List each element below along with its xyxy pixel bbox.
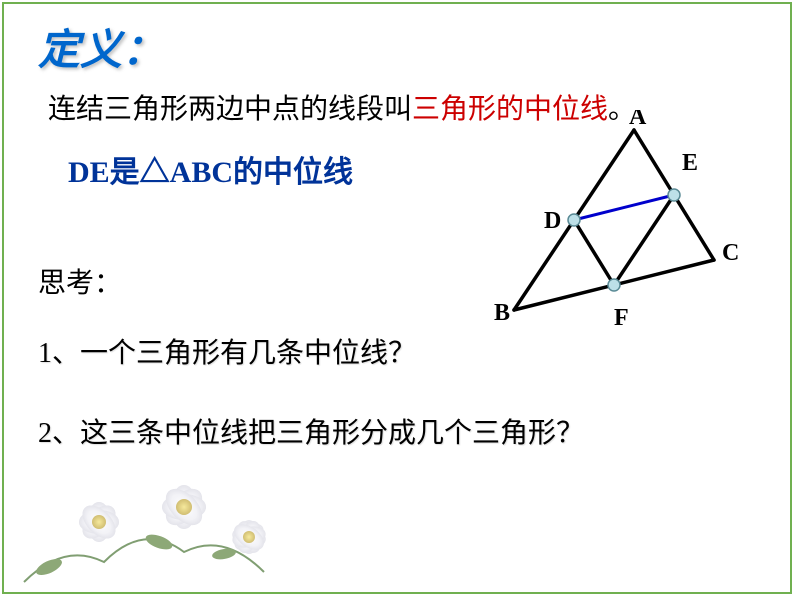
svg-text:C: C — [722, 240, 739, 266]
svg-text:D: D — [544, 208, 561, 234]
triangle-diagram: A B C D E F — [464, 110, 744, 340]
svg-text:A: A — [629, 110, 647, 130]
svg-text:E: E — [682, 150, 698, 176]
svg-text:F: F — [614, 305, 629, 331]
question-2: 2、这三条中位线把三角形分成几个三角形？ — [38, 411, 756, 451]
definition-part1: 连结三角形两边中点的线段叫 — [48, 94, 412, 125]
svg-text:B: B — [494, 300, 510, 326]
page-title: 定义： — [38, 16, 756, 77]
